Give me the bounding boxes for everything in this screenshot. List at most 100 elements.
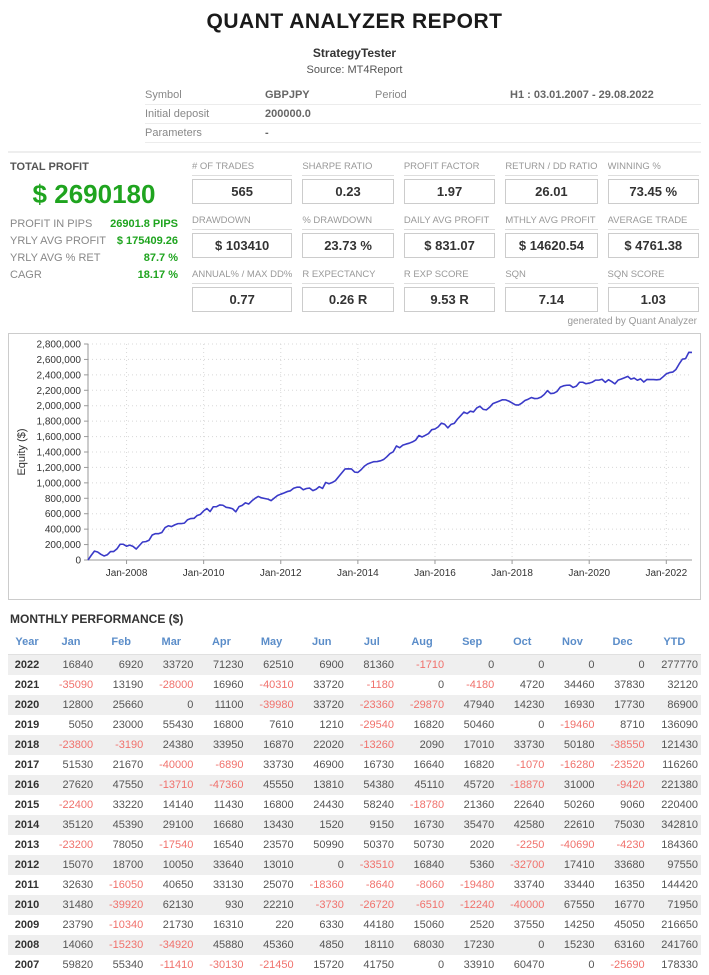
ytd-cell: 144420: [648, 875, 701, 895]
month-value-cell: 44180: [347, 915, 397, 935]
month-value-cell: -40000: [146, 755, 196, 775]
month-value-cell: -23360: [347, 695, 397, 715]
month-value-cell: 81360: [347, 655, 397, 676]
month-value-cell: -9420: [598, 775, 648, 795]
year-cell: 2009: [8, 915, 46, 935]
month-value-cell: 31000: [547, 775, 597, 795]
month-value-cell: -15230: [96, 935, 146, 955]
month-value-cell: 17730: [598, 695, 648, 715]
stat-label: SQN: [505, 267, 597, 284]
stat-value: 23.73 %: [302, 233, 394, 258]
month-value-cell: 16820: [397, 715, 447, 735]
month-value-cell: 13010: [247, 855, 297, 875]
period-label: Period: [375, 89, 510, 101]
initial-deposit-value: 200000.0: [265, 108, 375, 120]
y-tick-label: 2,400,000: [37, 370, 82, 381]
month-value-cell: 0: [598, 655, 648, 676]
month-value-cell: 29100: [146, 815, 196, 835]
stat-drawdown: DRAWDOWN$ 103410: [192, 213, 292, 258]
month-value-cell: 33730: [497, 735, 547, 755]
summary-row-value: 26901.8 PIPS: [110, 216, 178, 233]
stat-value: 565: [192, 179, 292, 204]
month-value-cell: 2090: [397, 735, 447, 755]
year-cell: 2016: [8, 775, 46, 795]
month-value-cell: -13260: [347, 735, 397, 755]
year-cell: 2010: [8, 895, 46, 915]
month-value-cell: 17230: [447, 935, 497, 955]
month-value-cell: 33720: [297, 675, 347, 695]
ytd-cell: 136090: [648, 715, 701, 735]
month-value-cell: 18110: [347, 935, 397, 955]
ytd-cell: 86900: [648, 695, 701, 715]
stat-label: # OF TRADES: [192, 159, 292, 176]
stat-label: RETURN / DD RATIO: [505, 159, 597, 176]
month-value-cell: 13810: [297, 775, 347, 795]
stat-value: 73.45 %: [608, 179, 700, 204]
month-value-cell: -23520: [598, 755, 648, 775]
month-value-cell: 31480: [46, 895, 96, 915]
month-value-cell: 0: [447, 655, 497, 676]
month-value-cell: 78050: [96, 835, 146, 855]
ytd-cell: 178330: [648, 955, 701, 975]
month-value-cell: 5050: [46, 715, 96, 735]
month-value-cell: 220: [247, 915, 297, 935]
month-value-cell: 50460: [447, 715, 497, 735]
stat-value: 26.01: [505, 179, 597, 204]
x-tick-label: Jan-2008: [106, 568, 148, 579]
month-value-cell: 63160: [598, 935, 648, 955]
month-value-cell: 15060: [397, 915, 447, 935]
month-value-cell: 33130: [196, 875, 246, 895]
stat-average-trade: AVERAGE TRADE$ 4761.38: [608, 213, 700, 258]
month-value-cell: 37550: [497, 915, 547, 935]
month-value-cell: 13430: [247, 815, 297, 835]
x-tick-label: Jan-2022: [645, 568, 687, 579]
stat-label: MTHLY AVG PROFIT: [505, 213, 597, 230]
year-cell: 2013: [8, 835, 46, 855]
month-value-cell: 50990: [297, 835, 347, 855]
month-value-cell: 15070: [46, 855, 96, 875]
month-value-cell: 16870: [247, 735, 297, 755]
stat-label: SHARPE RATIO: [302, 159, 394, 176]
month-value-cell: 42580: [497, 815, 547, 835]
month-value-cell: -47360: [196, 775, 246, 795]
month-value-cell: 16840: [397, 855, 447, 875]
summary-row-label: YRLY AVG PROFIT: [10, 233, 106, 250]
column-header-mar: Mar: [146, 630, 196, 655]
month-value-cell: -3190: [96, 735, 146, 755]
month-value-cell: 33730: [247, 755, 297, 775]
column-header-oct: Oct: [497, 630, 547, 655]
instrument-info: Symbol GBPJPY Period H1 : 03.01.2007 - 2…: [145, 86, 701, 143]
month-value-cell: 35120: [46, 815, 96, 835]
month-value-cell: -13710: [146, 775, 196, 795]
month-value-cell: -4180: [447, 675, 497, 695]
month-value-cell: 4850: [297, 935, 347, 955]
month-value-cell: 24430: [297, 795, 347, 815]
parameters-label: Parameters: [145, 127, 265, 139]
ytd-cell: 221380: [648, 775, 701, 795]
month-value-cell: 21360: [447, 795, 497, 815]
month-value-cell: 14140: [146, 795, 196, 815]
stat-label: WINNING %: [608, 159, 700, 176]
month-value-cell: 16930: [547, 695, 597, 715]
month-value-cell: -40310: [247, 675, 297, 695]
month-value-cell: 45110: [397, 775, 447, 795]
month-value-cell: -19480: [447, 875, 497, 895]
month-value-cell: 6330: [297, 915, 347, 935]
month-value-cell: 16350: [598, 875, 648, 895]
month-value-cell: 23000: [96, 715, 146, 735]
month-value-cell: 23570: [247, 835, 297, 855]
ytd-cell: 216650: [648, 915, 701, 935]
month-value-cell: -23200: [46, 835, 96, 855]
